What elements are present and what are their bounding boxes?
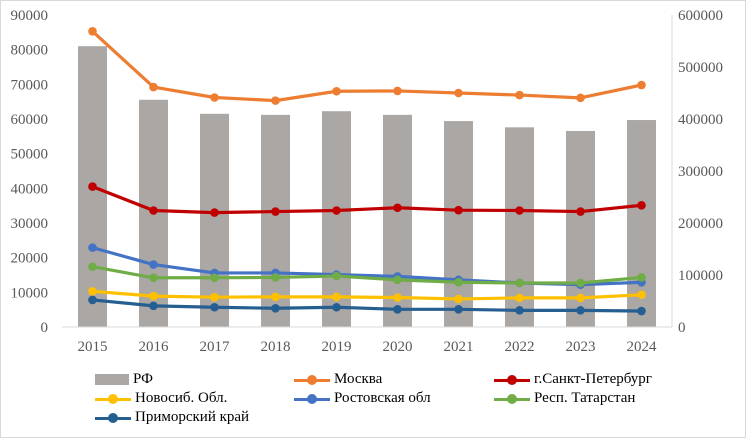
series-3-point-2016 [149, 260, 158, 269]
series-1-point-2015 [88, 182, 97, 191]
series-2-point-2016 [149, 291, 158, 301]
y-right-tick-label: 400000 [678, 112, 723, 128]
x-tick-label: 2015 [78, 339, 108, 355]
series-1-point-2018 [271, 207, 280, 216]
y-left-tick-label: 40000 [11, 181, 49, 197]
series-4-point-2019 [332, 271, 341, 281]
bar-rf-2019 [322, 111, 351, 327]
y-right-tick-label: 0 [678, 320, 686, 336]
series-line-1 [91, 185, 642, 215]
series-0-point-2016 [149, 82, 158, 92]
x-tick-label: 2023 [566, 339, 596, 355]
ticks-layer: 0 10000 20000 30000 40000 50000 60000 70000 8000… [11, 8, 724, 355]
series-0-point-2020 [393, 86, 402, 96]
series-1-point-2023 [576, 207, 585, 216]
series-2-point-2024 [637, 290, 646, 300]
series-line-4 [92, 265, 642, 285]
series-3-point-2015 [88, 243, 97, 252]
bar-rf-2017 [200, 113, 229, 327]
series-1-point-2020 [393, 203, 402, 213]
series-5-point-2020 [393, 305, 402, 314]
series-2-point-2021 [454, 294, 463, 304]
x-tick-label: 2020 [383, 339, 413, 355]
y-right-tick-label: 100000 [678, 268, 723, 284]
series-4-point-2020 [393, 275, 402, 285]
series-5-point-2024 [637, 306, 646, 316]
series-0-point-2017 [210, 93, 219, 102]
series-5-point-2015 [88, 295, 97, 305]
bar-rf-2018 [261, 114, 290, 327]
series-1-point-2022 [515, 206, 524, 215]
series-5-point-2021 [454, 305, 463, 314]
y-left-tick-label: 20000 [11, 251, 49, 267]
y-left-tick-label: 10000 [11, 285, 49, 301]
series-1-point-2016 [149, 206, 158, 215]
series-0-point-2021 [454, 88, 463, 98]
x-tick-label: 2019 [322, 339, 352, 355]
series-5-point-2016 [149, 301, 158, 311]
bar-rf-2020 [383, 114, 412, 327]
y-left-tick-label: 70000 [11, 77, 49, 93]
y-left-tick-label: 60000 [11, 112, 49, 128]
x-tick-label: 2017 [200, 339, 231, 355]
series-4-point-2024 [637, 273, 646, 282]
x-tick-label: 2016 [139, 339, 170, 355]
series-0-point-2019 [332, 86, 341, 96]
bar-rf-2021 [444, 121, 473, 327]
axes-layer [62, 15, 673, 328]
series-1-point-2021 [454, 205, 463, 215]
series-2-point-2019 [332, 292, 341, 302]
series-1-point-2019 [332, 206, 341, 215]
x-tick-label: 2022 [505, 339, 535, 355]
series-4-point-2017 [210, 273, 219, 283]
y-right-tick-label: 500000 [678, 60, 723, 76]
lines-layer [88, 26, 646, 316]
y-left-tick-label: 50000 [11, 147, 49, 163]
series-line-2 [92, 289, 642, 301]
series-4-point-2023 [576, 278, 585, 288]
series-2-point-2020 [393, 293, 402, 302]
y-left-tick-label: 30000 [11, 216, 49, 232]
y-left-tick-label: 90000 [11, 8, 49, 24]
y-right-tick-label: 600000 [678, 8, 723, 24]
series-4-point-2015 [88, 262, 97, 271]
series-0-point-2023 [576, 93, 585, 103]
y-right-tick-label: 300000 [678, 164, 723, 180]
y-right-tick-label: 200000 [678, 216, 723, 232]
series-5-point-2018 [271, 303, 280, 313]
y-left-tick-label: 80000 [11, 43, 49, 59]
series-4-point-2018 [271, 273, 280, 282]
series-2-point-2022 [515, 293, 524, 303]
series-0-point-2015 [88, 26, 97, 36]
series-line-5 [92, 298, 642, 313]
series-4-point-2016 [149, 273, 158, 283]
series-5-point-2017 [210, 302, 219, 312]
series-4-point-2022 [515, 278, 524, 288]
x-tick-label: 2021 [444, 339, 474, 355]
x-tick-label: 2018 [261, 339, 291, 355]
series-5-point-2019 [332, 302, 341, 312]
series-0-point-2024 [637, 80, 646, 90]
series-5-point-2023 [576, 306, 585, 315]
series-5-point-2022 [515, 306, 524, 315]
bars-layer [78, 46, 656, 327]
series-1-point-2024 [637, 201, 646, 210]
series-2-point-2023 [576, 293, 585, 303]
y-left-tick-label: 0 [41, 320, 49, 336]
series-2-point-2015 [88, 286, 97, 296]
x-tick-label: 2024 [627, 339, 658, 355]
series-line-0 [91, 30, 642, 103]
series-1-point-2017 [210, 208, 219, 217]
series-0-point-2018 [271, 96, 280, 105]
series-4-point-2021 [454, 277, 463, 287]
series-0-point-2022 [515, 90, 524, 100]
series-2-point-2018 [271, 292, 280, 302]
series-2-point-2017 [210, 292, 219, 302]
